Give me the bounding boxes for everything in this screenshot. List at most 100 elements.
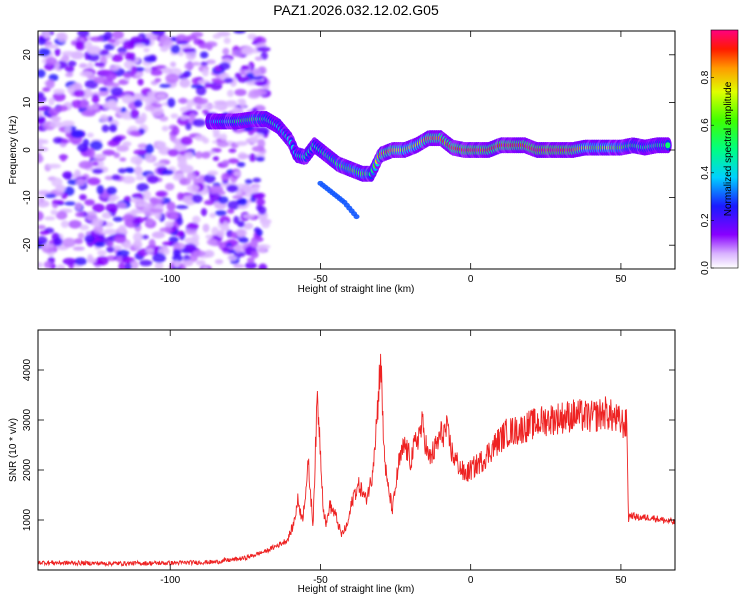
noise-cell (143, 47, 150, 53)
noise-cell (237, 98, 246, 104)
noise-cell (55, 184, 66, 193)
noise-cell (222, 47, 230, 56)
noise-cell (190, 84, 204, 89)
snr-series-line (38, 353, 675, 568)
noise-cell (206, 43, 213, 51)
noise-cell (227, 158, 240, 164)
noise-cell (176, 192, 184, 201)
noise-cell (92, 217, 104, 227)
noise-cell (144, 67, 152, 73)
noise-cell (191, 233, 200, 243)
noise-cell (122, 214, 135, 222)
x-tick-label: -50 (313, 274, 328, 285)
noise-cell (200, 61, 209, 66)
noise-cell (231, 50, 244, 57)
snr-y-label: SNR (10 * v/v) (8, 418, 19, 482)
noise-cell (149, 197, 159, 204)
noise-cell (180, 115, 188, 120)
y-tick-label: -20 (22, 238, 33, 253)
noise-cell (91, 94, 100, 104)
noise-cell (56, 264, 66, 269)
noise-cell (170, 113, 179, 119)
noise-cell (250, 250, 259, 259)
noise-cell (175, 205, 189, 210)
secondary-ridge-cell (353, 214, 360, 220)
x-tick-label: 50 (615, 575, 627, 586)
noise-cell (79, 194, 87, 201)
noise-cell (73, 238, 84, 245)
noise-cell (135, 175, 145, 181)
noise-cell (51, 199, 65, 205)
noise-cell (226, 89, 234, 98)
noise-cell (186, 99, 193, 109)
noise-cell (112, 216, 124, 222)
noise-cell (223, 37, 231, 44)
noise-cell (252, 89, 267, 96)
noise-cell (238, 154, 252, 159)
noise-cell (234, 72, 242, 80)
noise-cell (176, 40, 189, 45)
noise-cell (167, 148, 179, 157)
noise-cell (192, 250, 206, 257)
noise-cell (141, 96, 150, 102)
noise-cell (261, 220, 271, 229)
noise-cell (117, 47, 127, 54)
noise-cell (202, 68, 209, 77)
noise-cell (159, 35, 172, 46)
noise-cell (214, 259, 224, 265)
noise-cell (152, 253, 166, 263)
noise-cell (144, 152, 154, 162)
noise-cell (111, 54, 124, 63)
noise-cell (204, 82, 212, 88)
noise-cell (202, 223, 210, 233)
noise-cell (251, 145, 265, 152)
noise-cell (41, 244, 55, 249)
noise-cell (241, 185, 252, 193)
noise-cell (42, 31, 51, 39)
noise-cell (233, 170, 241, 177)
colorbar-tick-label: 0.2 (700, 213, 711, 227)
noise-cell (237, 204, 248, 210)
noise-cell (168, 212, 179, 220)
y-tick-label: 20 (22, 49, 33, 61)
noise-cell (136, 183, 149, 192)
x-tick-label: -50 (313, 575, 328, 586)
noise-cell (142, 190, 151, 201)
noise-cell (160, 45, 169, 52)
snr-panel: -100 -50 0 50 1000 2000 3000 4000 Height of st… (8, 329, 676, 595)
noise-cell (126, 168, 135, 174)
snr-y-ticks: 1000 2000 3000 4000 (22, 358, 675, 531)
noise-cell (201, 151, 211, 159)
noise-cell (74, 257, 88, 266)
noise-cell (96, 184, 105, 195)
colorbar: 0.0 0.2 0.4 0.6 0.8 Normalized spectral ampl… (700, 29, 739, 275)
noise-cell (249, 153, 257, 162)
noise-cell (102, 149, 116, 156)
noise-cell (155, 92, 167, 100)
noise-cell (64, 66, 75, 73)
noise-cell (38, 236, 48, 245)
noise-cell (103, 43, 115, 51)
noise-cell (159, 83, 172, 88)
noise-cell (116, 201, 127, 209)
noise-cell (143, 55, 156, 63)
noise-cell (50, 209, 58, 216)
noise-cell (233, 215, 240, 225)
noise-cell (182, 259, 194, 267)
noise-cell (185, 50, 197, 61)
noise-cell (57, 32, 68, 43)
noise-cell (250, 239, 259, 249)
noise-cell (233, 263, 245, 269)
noise-cell (171, 125, 180, 136)
noise-cell (42, 87, 51, 93)
noise-cell (84, 87, 92, 98)
noise-cell (75, 212, 84, 218)
noise-cell (134, 166, 143, 176)
noise-cell (172, 242, 186, 250)
noise-cell (165, 182, 175, 191)
noise-cell (89, 140, 103, 151)
snr-frame (37, 329, 676, 571)
noise-cell (185, 200, 194, 206)
noise-cell (95, 255, 109, 266)
noise-cell (162, 67, 173, 74)
